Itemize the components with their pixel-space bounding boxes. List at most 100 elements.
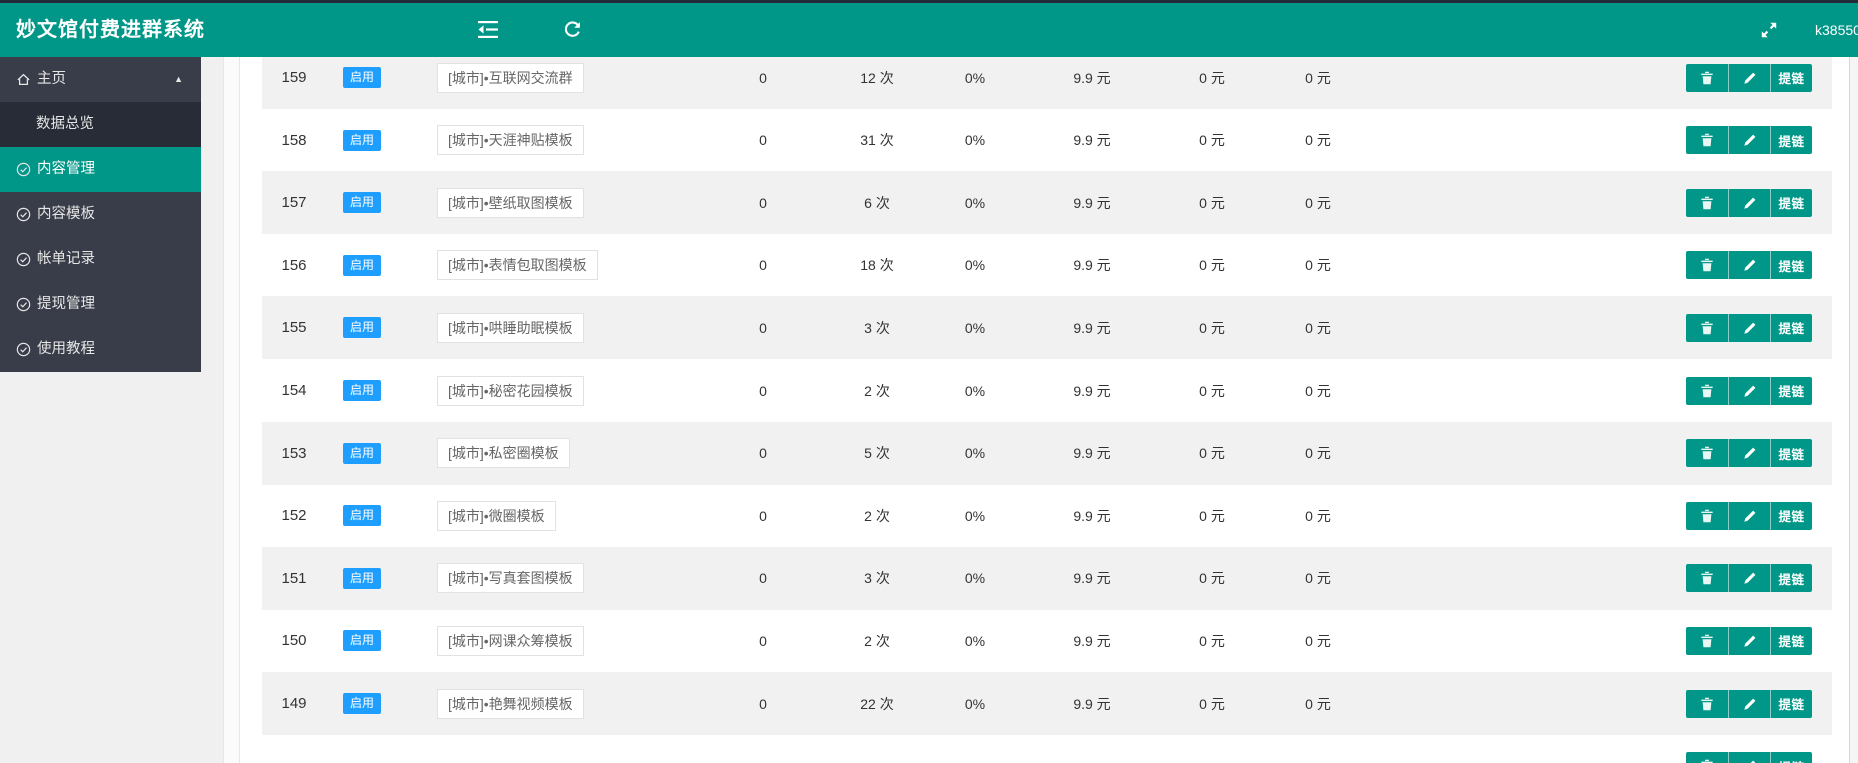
delete-button[interactable] — [1686, 626, 1728, 655]
group-name-box[interactable]: [城市]•哄睡助眠模板 — [437, 312, 584, 343]
group-name-box[interactable]: [城市]•天涯神贴模板 — [437, 125, 584, 156]
actions-cell: 提链 — [1684, 672, 1814, 735]
sidebar-item-content-manage[interactable]: 内容管理 — [0, 147, 201, 192]
name-cell: [城市]•微圈模板 — [437, 484, 857, 547]
name-cell: [城市]•秘密花园模板 — [437, 359, 857, 422]
extract-link-button[interactable]: 提链 — [1770, 188, 1812, 217]
extract-link-button[interactable]: 提链 — [1770, 313, 1812, 342]
sidebar-item-bill-records[interactable]: 帐单记录 — [0, 237, 201, 282]
edit-button[interactable] — [1728, 439, 1770, 468]
extract-link-button[interactable]: 提链 — [1770, 251, 1812, 280]
delete-button[interactable] — [1686, 689, 1728, 718]
status-cell: 启用 — [340, 171, 384, 234]
refresh-icon[interactable] — [563, 20, 583, 38]
sidebar-item-home[interactable]: 主页 ▲ — [0, 57, 201, 102]
table-row-154: 154 启用 [城市]•秘密花园模板 0 2 次 0% 9.9 元 0 元 0 … — [262, 359, 1832, 422]
group-name-box[interactable]: [城市]•秘密花园模板 — [437, 375, 584, 406]
status-cell: 启用 — [340, 484, 384, 547]
times-cell: 3 次 — [864, 570, 890, 587]
username[interactable]: k38550 — [1815, 22, 1858, 38]
menu-collapse-icon[interactable] — [478, 21, 498, 39]
home-icon — [17, 73, 30, 86]
sidebar-item-label: 数据总览 — [36, 116, 94, 132]
times-cell: 5 次 — [864, 445, 890, 462]
group-name-box[interactable]: [城市]•表情包取图模板 — [437, 250, 598, 281]
status-badge: 启用 — [342, 192, 381, 214]
income-cell: 0 元 — [1199, 257, 1225, 274]
status-cell: 启用 — [340, 359, 384, 422]
trash-icon — [1701, 697, 1713, 710]
extract-link-button[interactable]: 提链 — [1770, 689, 1812, 718]
times-cell: 12 次 — [860, 69, 894, 86]
pencil-icon — [1743, 385, 1755, 397]
row-id: 149 — [281, 695, 307, 712]
delete-button[interactable] — [1686, 501, 1728, 530]
sidebar-item-label: 内容模板 — [37, 206, 95, 222]
trash-icon — [1701, 258, 1713, 272]
trash-icon — [1701, 321, 1713, 335]
delete-button[interactable] — [1686, 126, 1728, 155]
extract-link-button[interactable]: 提链 — [1770, 626, 1812, 655]
inner-vertical-scrollbar[interactable] — [223, 57, 240, 763]
times-cell: 18 次 — [860, 257, 894, 274]
extract-link-button[interactable]: 提链 — [1770, 376, 1812, 405]
group-name-box[interactable]: [城市]•微圈模板 — [437, 500, 556, 531]
extract-link-label: 提链 — [1778, 259, 1805, 274]
edit-button[interactable] — [1728, 689, 1770, 718]
delete-button[interactable] — [1686, 376, 1728, 405]
group-name-box[interactable]: [城市]•写真套图模板 — [437, 563, 584, 594]
trash-icon — [1701, 634, 1713, 648]
extract-link-button[interactable]: 提链 — [1770, 752, 1812, 763]
fullscreen-icon[interactable] — [1760, 21, 1780, 39]
edit-button[interactable] — [1728, 752, 1770, 763]
group-name-box[interactable]: [城市]•互联网交流群 — [437, 62, 584, 93]
delete-button[interactable] — [1686, 564, 1728, 593]
sidebar-item-data-overview[interactable]: 数据总览 — [0, 102, 201, 147]
settle-cell: 0 元 — [1305, 695, 1331, 712]
group-name-box[interactable]: [城市]•网课众筹模板 — [437, 625, 584, 656]
delete-button[interactable] — [1686, 63, 1728, 92]
times-cell: 2 次 — [864, 507, 890, 524]
extract-link-button[interactable]: 提链 — [1770, 126, 1812, 155]
sidebar-item-withdraw-manage[interactable]: 提现管理 — [0, 282, 201, 327]
extract-link-button[interactable]: 提链 — [1770, 564, 1812, 593]
price-cell: 9.9 元 — [1073, 632, 1111, 649]
edit-button[interactable] — [1728, 251, 1770, 280]
edit-button[interactable] — [1728, 376, 1770, 405]
income-cell: 0 元 — [1199, 69, 1225, 86]
delete-button[interactable] — [1686, 439, 1728, 468]
count-cell: 0 — [759, 132, 767, 149]
edit-button[interactable] — [1728, 313, 1770, 342]
actions-cell: 提链 — [1684, 547, 1814, 610]
extract-link-label: 提链 — [1778, 698, 1805, 712]
delete-button[interactable] — [1686, 313, 1728, 342]
row-id: 150 — [281, 632, 307, 650]
name-cell: [城市]•壁纸取图模板 — [437, 171, 857, 234]
row-id: 159 — [281, 69, 307, 86]
shield-check-icon — [16, 342, 31, 357]
group-name-box[interactable]: [城市]•壁纸取图模板 — [437, 187, 584, 218]
edit-button[interactable] — [1728, 63, 1770, 92]
edit-button[interactable] — [1728, 188, 1770, 217]
delete-button[interactable] — [1686, 251, 1728, 280]
table-row-148: 提链 — [262, 735, 1832, 763]
extract-link-button[interactable]: 提链 — [1770, 63, 1812, 92]
trash-icon — [1701, 384, 1713, 397]
delete-button[interactable] — [1686, 188, 1728, 217]
extract-link-button[interactable]: 提链 — [1770, 439, 1812, 468]
edit-button[interactable] — [1728, 626, 1770, 655]
extract-link-button[interactable]: 提链 — [1770, 501, 1812, 530]
edit-button[interactable] — [1728, 564, 1770, 593]
edit-button[interactable] — [1728, 501, 1770, 530]
sidebar-item-content-template[interactable]: 内容模板 — [0, 192, 201, 237]
table-row-151: 151 启用 [城市]•写真套图模板 0 3 次 0% 9.9 元 0 元 0 … — [262, 546, 1832, 610]
delete-button[interactable] — [1686, 752, 1728, 763]
status-badge: 启用 — [342, 129, 381, 151]
actions-cell: 提链 — [1684, 422, 1814, 485]
page-vertical-scrollbar[interactable] — [1849, 57, 1858, 763]
group-name-box[interactable]: [城市]•私密圈模板 — [437, 438, 570, 469]
edit-button[interactable] — [1728, 126, 1770, 155]
group-name-box[interactable]: [城市]•艳舞视频模板 — [437, 688, 584, 719]
sidebar-item-usage-tutorial[interactable]: 使用教程 — [0, 327, 201, 372]
price-cell: 9.9 元 — [1073, 194, 1111, 211]
